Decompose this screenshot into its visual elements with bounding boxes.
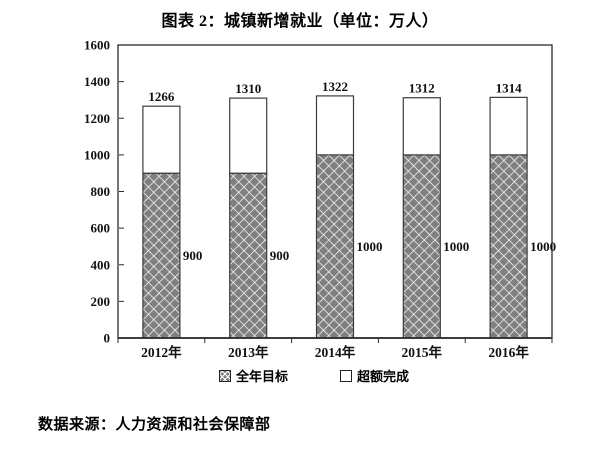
y-axis-tick-label: 1000 [84, 147, 110, 162]
x-axis-category-label: 2015年 [402, 344, 443, 360]
hatch-swatch-icon [218, 369, 231, 382]
y-axis-tick-label: 0 [104, 331, 111, 346]
legend-label-annual-target: 全年目标 [235, 369, 288, 384]
white-swatch-icon [340, 369, 352, 382]
bar-total-label: 1266 [148, 89, 175, 104]
y-axis-tick-label: 1200 [84, 111, 110, 126]
y-axis-tick-label: 400 [91, 257, 111, 272]
y-axis-tick-label: 1600 [84, 38, 110, 53]
bar-total-label: 1310 [235, 81, 261, 96]
bar-target-label: 1000 [443, 239, 469, 254]
bar-segment-overfulfilled [402, 97, 441, 156]
bar-segment-overfulfilled [229, 97, 268, 174]
bar-segment-overfulfilled [489, 96, 528, 156]
bar-target-label: 900 [183, 248, 203, 263]
bar-segment-overfulfilled [315, 95, 355, 156]
bar-total-label: 1322 [322, 79, 348, 94]
chart-legend: 全年目标 超额完成 [0, 366, 600, 385]
bar-total-label: 1314 [496, 80, 523, 95]
bar-target-label: 900 [270, 248, 290, 263]
data-source-note: 数据来源：人力资源和社会保障部 [38, 417, 271, 433]
legend-label-overfulfilled: 超额完成 [357, 369, 410, 384]
x-axis-category-label: 2012年 [141, 344, 182, 360]
y-axis-tick-label: 1400 [84, 74, 110, 89]
bar-target-label: 1000 [357, 239, 383, 254]
x-axis-category-label: 2016年 [488, 344, 529, 360]
bar-segment-annual-target [402, 154, 441, 339]
bar-segment-annual-target [142, 172, 181, 339]
bar-segment-annual-target [315, 154, 355, 339]
x-axis-category-label: 2013年 [228, 344, 269, 360]
y-axis-tick-label: 200 [91, 294, 111, 309]
bar-target-label: 1000 [530, 239, 556, 254]
legend-item-annual-target: 全年目标 [218, 366, 288, 385]
bar-segment-annual-target [229, 172, 268, 339]
bar-total-label: 1312 [409, 81, 435, 96]
chart-title: 图表 2：城镇新增就业（单位：万人） [161, 13, 439, 30]
y-axis-tick-label: 800 [91, 184, 111, 199]
x-axis-category-label: 2014年 [315, 344, 356, 360]
legend-item-overfulfilled: 超额完成 [340, 366, 409, 385]
y-axis-tick-label: 600 [91, 221, 111, 236]
bar-segment-overfulfilled [142, 105, 181, 174]
bar-segment-annual-target [489, 154, 528, 339]
stacked-bar-chart: 0 200 400 600 800 1000 1200 1400 1600 1266 900 2012… [84, 38, 556, 360]
